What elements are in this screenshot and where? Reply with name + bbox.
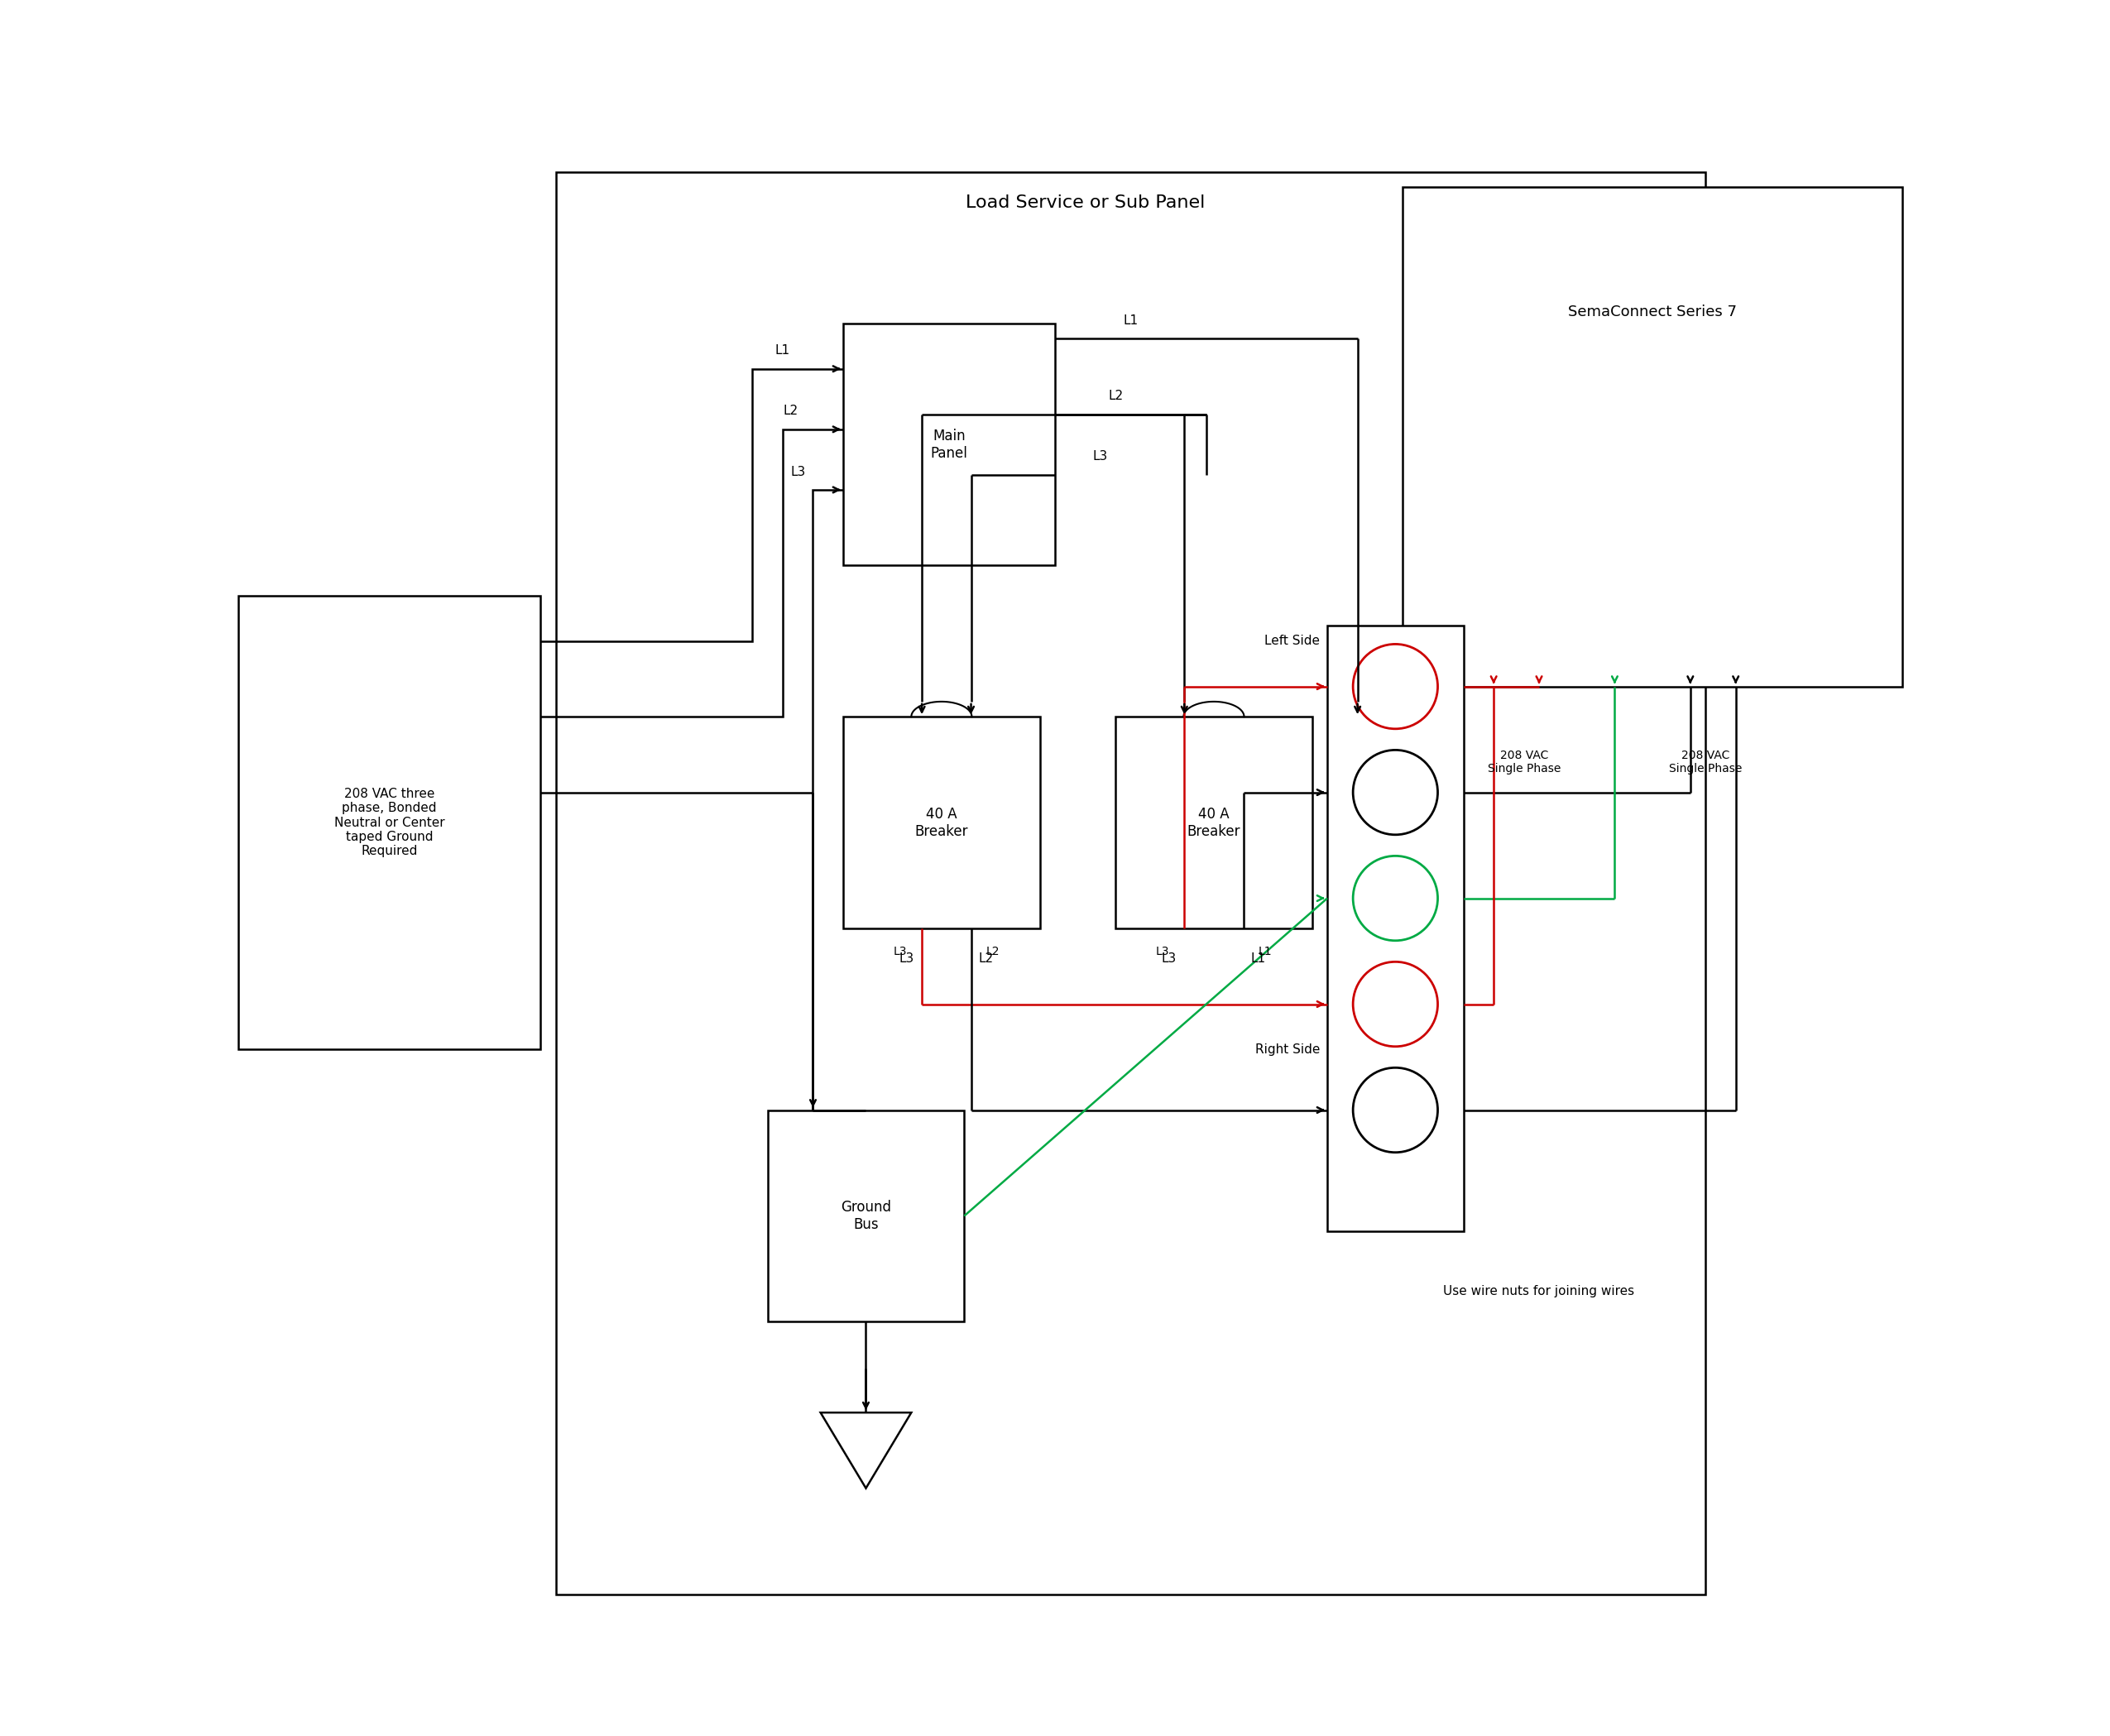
Text: Ground
Bus: Ground Bus — [840, 1200, 890, 1233]
Bar — [768, 1109, 964, 1321]
Bar — [1327, 627, 1464, 1231]
Text: Right Side: Right Side — [1255, 1043, 1319, 1055]
Text: L2: L2 — [985, 946, 1000, 957]
Bar — [555, 172, 1705, 1594]
Text: L1: L1 — [774, 344, 791, 358]
Text: 208 VAC
Single Phase: 208 VAC Single Phase — [1488, 750, 1561, 774]
Bar — [1116, 717, 1312, 929]
Text: L1: L1 — [1258, 946, 1272, 957]
Text: L2: L2 — [979, 953, 994, 965]
Text: Main
Panel: Main Panel — [931, 429, 968, 460]
Text: L3: L3 — [791, 465, 806, 477]
Text: Use wire nuts for joining wires: Use wire nuts for joining wires — [1443, 1285, 1635, 1299]
Text: L3: L3 — [893, 946, 907, 957]
Text: L3: L3 — [899, 953, 914, 965]
Text: 40 A
Breaker: 40 A Breaker — [1188, 807, 1241, 838]
Text: Left Side: Left Side — [1264, 635, 1319, 648]
Bar — [844, 323, 1055, 566]
Text: 40 A
Breaker: 40 A Breaker — [916, 807, 968, 838]
Text: L3: L3 — [1163, 953, 1177, 965]
Text: 208 VAC
Single Phase: 208 VAC Single Phase — [1669, 750, 1743, 774]
Text: L2: L2 — [783, 404, 798, 417]
Text: 208 VAC three
phase, Bonded
Neutral or Center
taped Ground
Required: 208 VAC three phase, Bonded Neutral or C… — [333, 788, 445, 858]
Text: Load Service or Sub Panel: Load Service or Sub Panel — [966, 194, 1205, 210]
Polygon shape — [821, 1413, 912, 1488]
Bar — [238, 595, 540, 1050]
Text: L3: L3 — [1093, 450, 1108, 464]
Text: SemaConnect Series 7: SemaConnect Series 7 — [1568, 304, 1737, 319]
Text: L1: L1 — [1123, 314, 1137, 326]
Bar — [1403, 187, 1901, 686]
Text: L1: L1 — [1251, 953, 1266, 965]
Text: L2: L2 — [1108, 391, 1123, 403]
Text: L3: L3 — [1156, 946, 1169, 957]
Bar — [844, 717, 1040, 929]
